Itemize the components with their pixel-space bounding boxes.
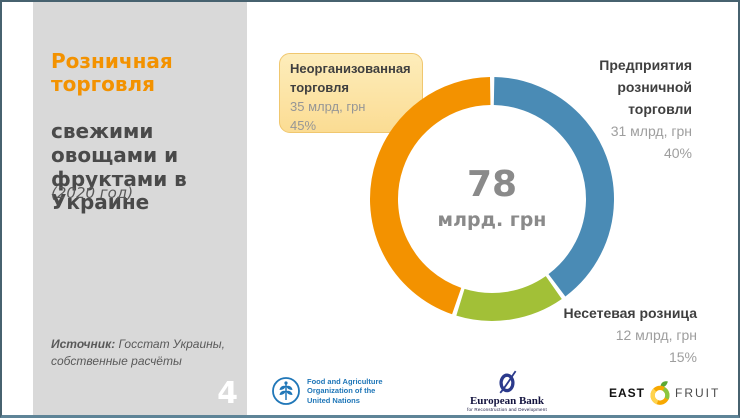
source-text: Госстат Украины, собственные расчёты [51,337,225,369]
fao-logo: Food and Agriculture Organization of the… [271,376,383,406]
label-retail-enterprises-percent: 40% [663,145,692,161]
callout-title: Неорганизованная торговля [290,61,411,95]
eastfruit-logo: EAST FRUIT [609,380,720,406]
eastfruit-icon [650,381,670,405]
label-nonchain-retail-percent: 15% [668,349,697,365]
eastfruit-fruit: FRUIT [675,386,721,400]
ebrd-icon [499,370,517,394]
source-label: Источник: [51,337,116,351]
slide-title-accent: Розничная торговля [51,48,173,97]
donut-chart [369,76,614,321]
label-nonchain-retail-name: Несетевая розница [563,305,697,321]
fao-text: Food and Agriculture Organization of the… [307,376,383,405]
callout-unorganized-trade: Неорганизованная торговля 35 млрд, грн 4… [279,53,423,133]
label-retail-enterprises-name: Предприятия розничной торговли [599,57,692,117]
label-retail-enterprises-value: 31 млрд, грн [610,123,692,139]
ebrd-logo: European Bank for Reconstruction and Dev… [447,370,567,412]
callout-percent: 45% [290,117,317,133]
donut-segment-3 [370,76,614,321]
sidebar: Розничная торговля свежими овощами и фру… [33,2,247,415]
source-note: Источник: Госстат Украины, собственные р… [51,336,231,371]
fao-emblem-icon [272,377,300,405]
label-retail-enterprises: Предприятия розничной торговли 31 млрд, … [562,54,692,164]
donut-segment-2 [369,77,614,321]
slide-subtitle: (2020 год) [51,184,134,202]
slide-title: Розничная торговля свежими овощами и фру… [51,26,236,238]
callout-value: 35 млрд, грн [290,98,366,114]
label-nonchain-retail-value: 12 млрд, грн [615,327,697,343]
eastfruit-east: EAST [609,386,646,400]
ebrd-name: European Bank [469,395,545,407]
label-nonchain-retail: Несетевая розница 12 млрд, грн 15% [537,302,697,368]
donut-segment-1 [370,76,614,321]
page-number: 4 [217,376,238,411]
ebrd-subtitle: for Reconstruction and Development [467,407,547,412]
slide-title-main: свежими овощами и фруктами в Украине [51,119,187,215]
